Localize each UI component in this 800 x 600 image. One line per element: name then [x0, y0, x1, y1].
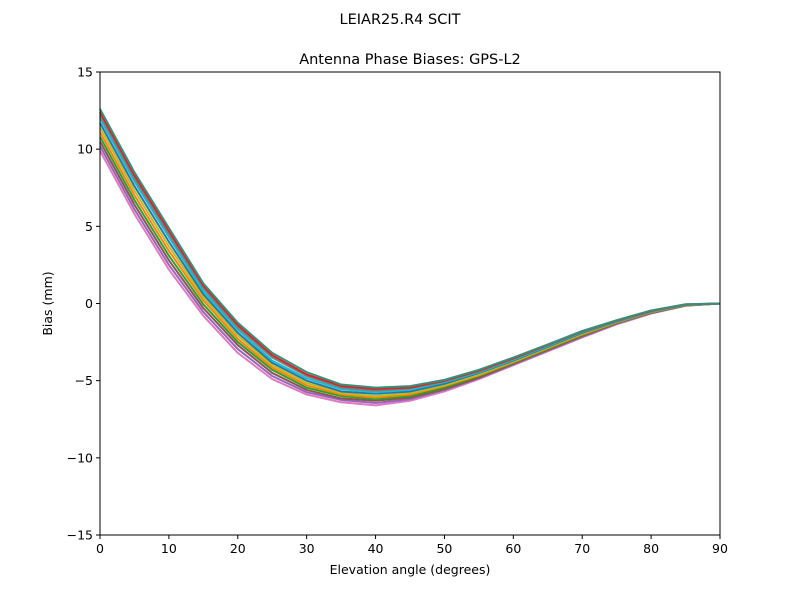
plot-area — [99, 108, 721, 407]
x-tick-label: 0 — [96, 541, 104, 556]
y-tick-label: 5 — [85, 219, 93, 234]
x-tick-label: 80 — [643, 541, 659, 556]
series-line-6 — [99, 127, 721, 398]
y-tick-label: 0 — [85, 296, 93, 311]
y-axis-label: Bias (mm) — [40, 271, 55, 335]
series-line-10 — [99, 111, 721, 391]
x-tick-label: 30 — [299, 541, 315, 556]
x-axis-label: Elevation angle (degrees) — [330, 562, 491, 577]
y-tick-label: 15 — [77, 65, 93, 80]
y-tick-label: −15 — [67, 528, 93, 543]
chart-title: Antenna Phase Biases: GPS-L2 — [299, 52, 521, 68]
series-line-9 — [99, 114, 721, 392]
y-axis: −15 −10 −5 0 5 10 15 — [67, 65, 100, 543]
x-tick-label: 70 — [574, 541, 590, 556]
x-tick-label: 40 — [368, 541, 384, 556]
x-tick-label: 10 — [161, 541, 177, 556]
x-tick-label: 90 — [712, 541, 728, 556]
y-tick-label: −10 — [67, 450, 93, 465]
series-line-8 — [99, 117, 721, 394]
series-line-11 — [99, 108, 721, 389]
y-tick-label: 10 — [77, 142, 93, 157]
figure-suptitle: LEIAR25.R4 SCIT — [340, 12, 461, 28]
series-line-7 — [99, 122, 721, 395]
y-tick-label: −5 — [75, 373, 93, 388]
x-axis: 0 10 20 30 40 50 60 70 80 90 — [96, 535, 728, 556]
x-tick-label: 60 — [505, 541, 521, 556]
x-tick-label: 20 — [230, 541, 246, 556]
x-tick-label: 50 — [436, 541, 452, 556]
